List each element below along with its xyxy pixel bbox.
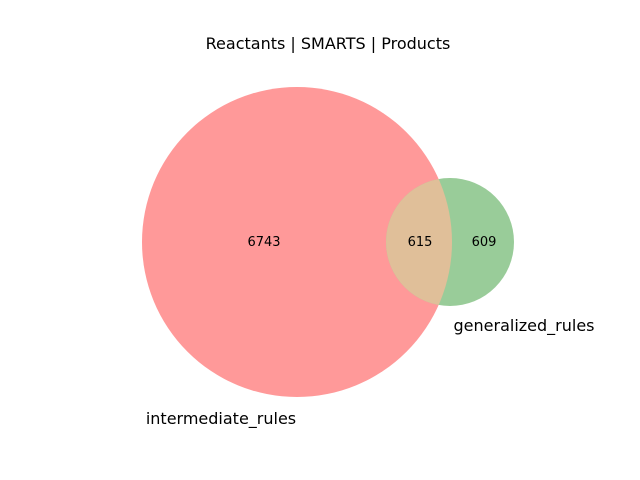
venn-title: Reactants | SMARTS | Products — [206, 34, 451, 53]
left-set-circle — [142, 87, 452, 397]
right-only-count: 609 — [472, 235, 497, 250]
left-set-label: intermediate_rules — [146, 409, 296, 429]
right-set-label: generalized_rules — [454, 316, 595, 336]
intersection-count: 615 — [408, 235, 433, 250]
left-only-count: 6743 — [247, 235, 280, 250]
